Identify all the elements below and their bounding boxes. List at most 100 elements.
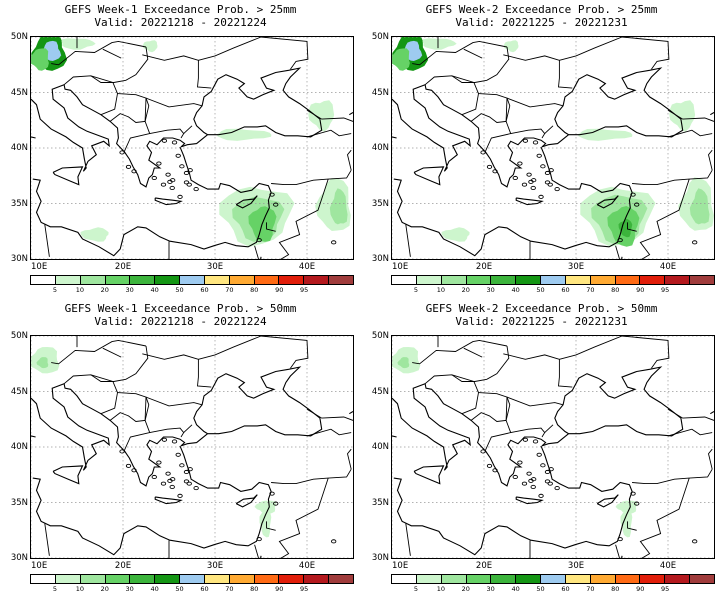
- probability-area: [422, 38, 457, 50]
- country-border: [109, 412, 151, 452]
- island: [692, 539, 698, 544]
- probability-shading: [31, 37, 351, 247]
- island: [540, 463, 546, 468]
- latitude-label: 50N: [371, 32, 389, 42]
- colorbar-swatch: [304, 276, 330, 284]
- country-border: [667, 129, 713, 138]
- latitude-label: 45N: [10, 87, 28, 98]
- map-area: [30, 335, 354, 559]
- country-border: [149, 128, 185, 139]
- coastline: [31, 136, 36, 139]
- colorbar-label: 95: [300, 585, 309, 593]
- island: [331, 240, 337, 245]
- country-border: [144, 97, 203, 122]
- country-border: [347, 448, 352, 470]
- colorbar: [391, 275, 715, 285]
- island: [692, 240, 698, 245]
- country-border: [44, 224, 50, 257]
- island: [156, 460, 162, 465]
- colorbar-swatch: [690, 276, 714, 284]
- colorbar-label: 80: [611, 585, 620, 593]
- panel-week1-50mm: GEFS Week-1 Exceedance Prob. > 50mm Vali…: [0, 299, 361, 598]
- coastline: [349, 411, 353, 415]
- island: [151, 175, 157, 181]
- country-border: [639, 178, 690, 259]
- colorbar-swatch: [441, 276, 467, 284]
- island: [548, 168, 554, 173]
- longitude-label: 30E: [206, 262, 224, 272]
- map-area: [391, 335, 715, 559]
- island: [156, 161, 162, 166]
- island: [492, 468, 498, 473]
- country-border: [90, 374, 118, 415]
- colorbar-label: 60: [200, 286, 209, 294]
- coastline: [392, 435, 397, 438]
- island: [177, 194, 183, 199]
- island: [522, 138, 529, 143]
- colorbar-swatch: [204, 276, 230, 284]
- island: [171, 140, 178, 145]
- island: [512, 175, 518, 181]
- probability-area: [61, 38, 96, 50]
- country-border: [412, 339, 508, 365]
- coastline: [392, 366, 684, 487]
- colorbar-label: 60: [561, 286, 570, 294]
- colorbar-label: 40: [511, 585, 520, 593]
- colorbar-label: 70: [586, 286, 595, 294]
- coastline: [392, 67, 684, 188]
- colorbar-swatch: [491, 575, 517, 583]
- country-border: [478, 392, 511, 421]
- colorbar-swatch: [466, 575, 492, 583]
- country-border: [639, 477, 690, 558]
- coastline: [393, 445, 633, 556]
- probability-area: [31, 48, 49, 71]
- probability-area: [615, 500, 638, 514]
- colorbar-swatch: [516, 276, 542, 284]
- probability-area: [620, 507, 633, 538]
- country-border: [271, 169, 352, 186]
- longitude-label: 40E: [298, 262, 316, 272]
- island: [528, 478, 534, 483]
- probability-area: [36, 357, 49, 369]
- island: [536, 452, 542, 457]
- country-border: [144, 396, 203, 421]
- colorbar-label: 5: [413, 585, 418, 593]
- map-svg: [392, 336, 714, 558]
- colorbar-label: 20: [461, 585, 470, 593]
- coastline: [515, 197, 544, 206]
- island: [480, 449, 486, 454]
- latitude-label: 50N: [371, 331, 389, 341]
- country-border: [708, 448, 713, 470]
- coastline: [52, 166, 84, 186]
- probability-area: [80, 227, 109, 242]
- panel-valid-dates: Valid: 20221218 - 20221224: [94, 315, 267, 328]
- colorbar-swatch: [516, 575, 542, 583]
- coastline: [515, 496, 544, 505]
- island: [538, 493, 544, 498]
- country-border: [544, 125, 554, 134]
- panel-week2-50mm: GEFS Week-2 Exceedance Prob. > 50mm Vali…: [361, 299, 722, 598]
- coastline: [31, 67, 323, 188]
- probability-area: [216, 128, 272, 141]
- colorbar-swatch: [416, 276, 442, 284]
- country-border: [559, 37, 670, 70]
- island: [175, 452, 181, 457]
- island: [169, 484, 175, 490]
- latitude-label: 50N: [10, 32, 28, 42]
- map-svg: [392, 37, 714, 259]
- latitude-label: 35N: [371, 497, 389, 508]
- coastline: [32, 146, 272, 257]
- coastline: [260, 555, 262, 558]
- colorbar-swatch: [229, 575, 255, 583]
- latitude-label: 45N: [371, 386, 389, 397]
- coastline: [596, 494, 619, 508]
- colorbar-label: 30: [486, 585, 495, 593]
- island: [131, 169, 137, 174]
- colorbar-label: 50: [175, 286, 184, 294]
- coastline: [413, 166, 445, 186]
- latitude-label: 30N: [10, 254, 28, 264]
- colorbar-label: 20: [100, 585, 109, 593]
- country-border: [306, 408, 353, 421]
- colorbar-label: 50: [536, 585, 545, 593]
- island: [532, 140, 539, 145]
